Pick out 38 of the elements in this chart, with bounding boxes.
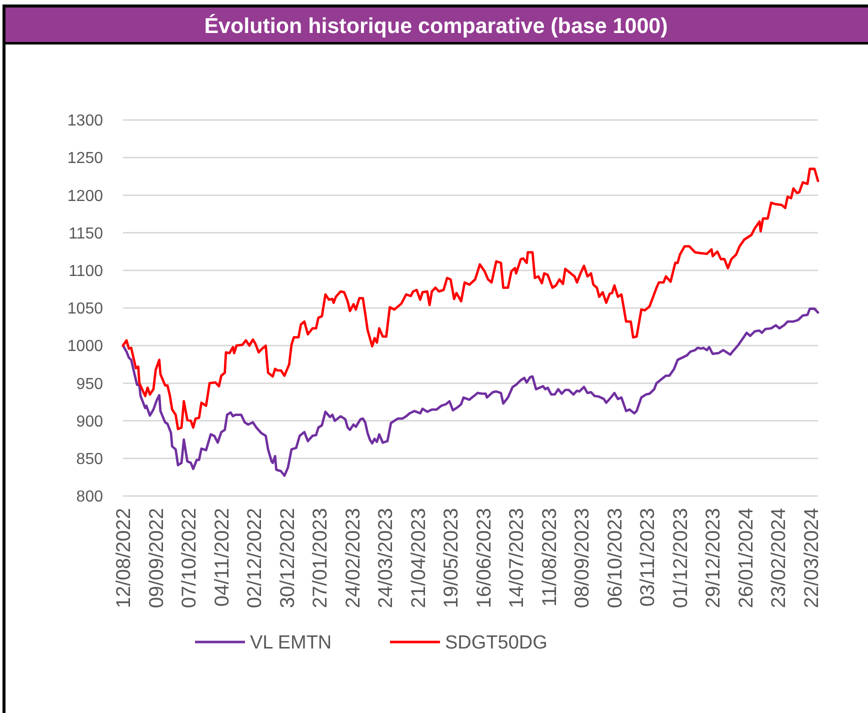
x-tick-label: 06/10/2023 (604, 508, 626, 608)
x-tick-label: 02/12/2022 (244, 508, 266, 608)
x-tick-label: 26/01/2024 (735, 508, 758, 608)
legend-label: SDGT50DG (445, 632, 548, 654)
chart-title: Évolution historique comparative (base 1000) (204, 13, 668, 38)
x-tick-label: 07/10/2022 (178, 508, 201, 608)
line-series (122, 168, 820, 430)
y-tick-label: 1050 (67, 300, 104, 318)
x-tick-label: 21/04/2023 (408, 508, 430, 608)
y-tick-label: 1150 (68, 225, 104, 242)
x-tick-label: 30/12/2022 (276, 508, 299, 608)
x-tick-label: 16/06/2023 (473, 508, 496, 608)
y-tick-label: 1300 (67, 112, 104, 130)
x-tick-label: 11/08/2023 (538, 508, 561, 607)
x-tick-label: 24/03/2023 (375, 508, 398, 608)
line-series (122, 308, 820, 477)
x-tick-label: 29/12/2023 (702, 508, 725, 608)
x-tick-label: 24/02/2023 (342, 508, 364, 608)
y-tick-label: 1100 (68, 263, 104, 280)
x-tick-label: 01/12/2023 (670, 508, 692, 608)
y-tick-label: 800 (76, 488, 104, 506)
x-tick-label: 08/09/2023 (572, 508, 594, 608)
x-tick-label: 12/08/2022 (113, 508, 135, 608)
x-tick-label: 19/05/2023 (440, 508, 463, 608)
y-tick-label: 1200 (67, 188, 104, 205)
y-tick-label: 900 (76, 413, 104, 430)
y-tick-label: 850 (76, 451, 104, 468)
x-tick-label: 22/03/2024 (800, 508, 823, 608)
y-tick-label: 1250 (67, 150, 104, 168)
y-tick-label: 950 (76, 376, 104, 393)
x-tick-label: 14/07/2023 (506, 508, 528, 608)
x-tick-label: 23/02/2024 (768, 508, 790, 608)
x-tick-label: 27/01/2023 (310, 508, 332, 608)
x-tick-label: 09/09/2022 (146, 508, 168, 608)
x-tick-label: 04/11/2022 (211, 508, 234, 607)
legend-label: VL EMTN (250, 632, 332, 654)
x-tick-label: 03/11/2023 (637, 508, 660, 607)
y-tick-label: 1000 (67, 338, 104, 356)
